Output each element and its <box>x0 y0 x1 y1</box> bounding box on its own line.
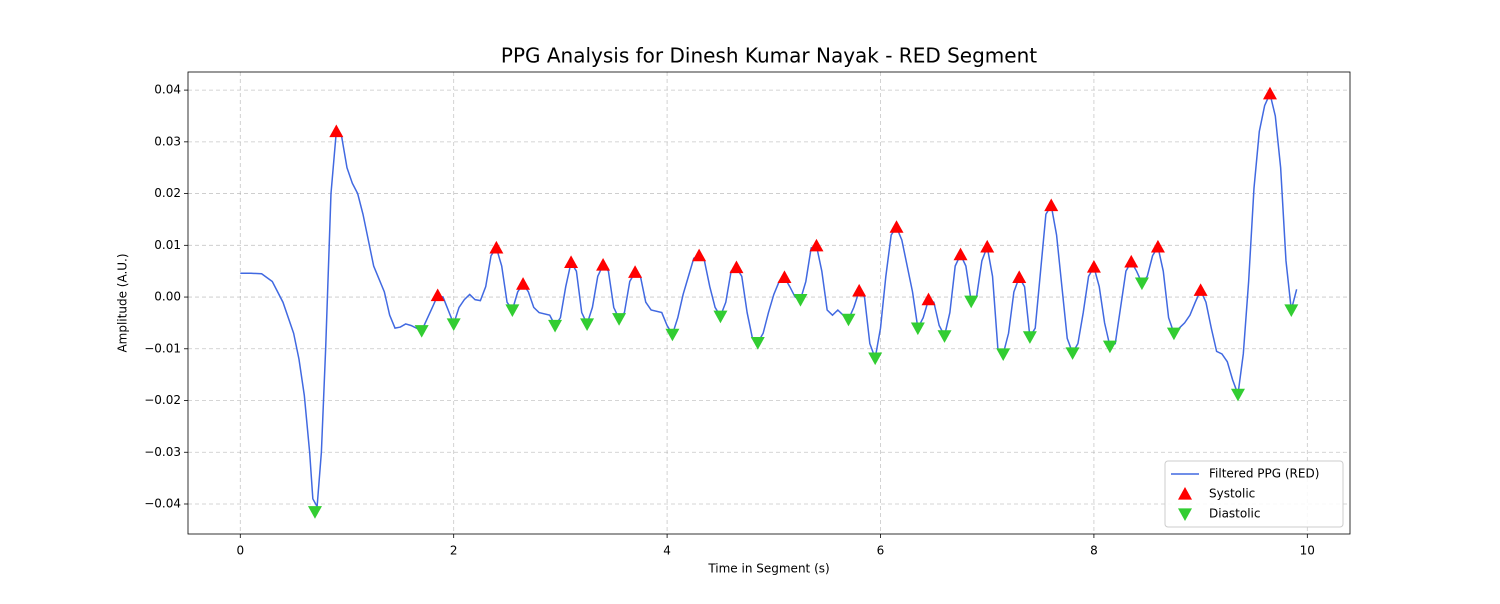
plot-frame <box>187 71 1351 535</box>
systolic-marker <box>430 288 445 302</box>
systolic-marker <box>921 292 936 306</box>
x-tick-label: 4 <box>663 544 671 558</box>
systolic-marker <box>980 239 995 253</box>
diastolic-marker <box>750 336 765 350</box>
diastolic-marker <box>307 506 322 519</box>
legend-swatch <box>1178 508 1192 521</box>
systolic-marker <box>729 260 744 274</box>
diastolic-marker <box>910 322 925 336</box>
y-tick-label: 0.04 <box>154 83 181 97</box>
systolic-marker <box>777 270 792 283</box>
legend-label: Diastolic <box>1209 507 1261 521</box>
systolic-marker <box>1124 254 1139 268</box>
x-axis-label: Time in Segment (s) <box>707 562 829 576</box>
y-tick-label: −0.04 <box>144 496 181 510</box>
systolic-marker <box>628 265 643 278</box>
x-tick-label: 2 <box>450 544 458 558</box>
systolic-marker <box>516 277 531 290</box>
systolic-marker <box>692 248 707 262</box>
diastolic-marker <box>1134 277 1149 291</box>
systolic-marker <box>852 283 867 297</box>
legend-swatch <box>1178 487 1192 500</box>
diastolic-marker <box>841 313 856 327</box>
systolic-marker <box>1150 239 1165 253</box>
x-tick-label: 6 <box>877 544 885 558</box>
diastolic-marker <box>996 348 1011 361</box>
chart-title: PPG Analysis for Dinesh Kumar Nayak - RE… <box>501 44 1037 68</box>
x-tick-label: 0 <box>236 544 244 558</box>
systolic-marker <box>809 238 824 252</box>
diastolic-marker <box>1022 331 1037 344</box>
systolic-marker <box>953 247 968 261</box>
legend-label: Systolic <box>1209 487 1255 501</box>
diastolic-marker <box>1284 304 1299 317</box>
diastolic-marker <box>580 318 595 331</box>
y-tick-label: 0.03 <box>154 134 181 148</box>
y-tick-label: −0.02 <box>144 393 181 407</box>
y-tick-label: 0.01 <box>154 238 181 252</box>
x-tick-label: 10 <box>1300 544 1315 558</box>
systolic-marker <box>489 240 504 254</box>
diastolic-marker <box>414 325 429 338</box>
diastolic-marker <box>1102 340 1117 354</box>
diastolic-marker <box>713 310 728 324</box>
systolic-marker <box>1193 283 1208 296</box>
y-tick-label: 0.02 <box>154 186 181 200</box>
diastolic-marker <box>665 328 680 342</box>
systolic-marker <box>564 255 579 268</box>
diastolic-marker <box>793 294 808 307</box>
y-tick-label: 0.00 <box>154 290 181 304</box>
systolic-marker <box>596 257 611 271</box>
diastolic-marker <box>1166 327 1181 341</box>
diastolic-marker <box>868 352 883 366</box>
diastolic-marker <box>964 295 979 309</box>
diastolic-marker <box>548 319 563 333</box>
legend-label: Filtered PPG (RED) <box>1209 467 1319 481</box>
systolic-marker <box>329 124 344 138</box>
y-axis-label: Amplitude (A.U.) <box>116 253 130 352</box>
systolic-marker <box>1086 260 1101 273</box>
diastolic-marker <box>1065 347 1080 360</box>
y-tick-label: −0.01 <box>144 341 181 355</box>
diastolic-marker <box>937 330 952 343</box>
ppg-line <box>240 91 1298 510</box>
diastolic-marker <box>612 313 627 326</box>
systolic-marker <box>889 220 904 233</box>
systolic-marker <box>1012 270 1027 283</box>
y-tick-label: −0.03 <box>144 445 181 459</box>
systolic-marker <box>1044 198 1059 212</box>
x-tick-label: 8 <box>1090 544 1098 558</box>
diastolic-marker <box>446 318 461 331</box>
systolic-marker <box>1262 86 1277 100</box>
diastolic-marker <box>1230 388 1245 402</box>
legend-box <box>1164 460 1344 528</box>
diastolic-marker <box>505 304 520 317</box>
